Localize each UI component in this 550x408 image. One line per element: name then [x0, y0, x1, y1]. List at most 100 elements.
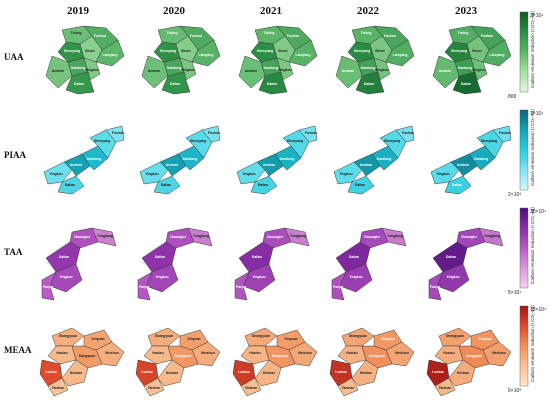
- region-zhuanghe: [262, 227, 292, 249]
- city-label: Shenyang: [451, 49, 467, 53]
- region-fushun: [105, 125, 125, 143]
- city-label: Fushun: [208, 131, 220, 135]
- city-label: Dandong: [377, 157, 392, 161]
- city-label: Huaisu: [56, 351, 67, 355]
- city-label: Shangyuan: [446, 334, 464, 338]
- city-label: Tongjiang: [484, 234, 500, 238]
- city-label: Yingkou: [155, 275, 168, 279]
- city-label: Dalian: [267, 82, 277, 86]
- city-label: Anshan: [52, 69, 64, 73]
- colorbar-max-label: 2×10⁴: [530, 13, 543, 19]
- region-dandong: [274, 145, 302, 171]
- city-label: Zhuanghe: [74, 235, 90, 239]
- city-label: Benxi: [278, 49, 287, 53]
- region-huaisu: [434, 345, 464, 365]
- year-headers: 2019 2020 2021 2022 2023: [67, 5, 478, 17]
- region-liaoyang: [288, 39, 318, 67]
- city-label: Tieling: [167, 31, 178, 35]
- region-dalian: [238, 241, 274, 273]
- region-anshan: [159, 153, 187, 177]
- city-label: Tongjiang: [97, 234, 113, 238]
- year-header-2019: 2019: [67, 5, 90, 17]
- region-fushun: [395, 125, 415, 143]
- region-dalian: [250, 175, 278, 195]
- region-anshan: [335, 55, 363, 89]
- city-label: Xinyuan: [381, 337, 394, 341]
- region-dalian: [355, 71, 385, 95]
- region-zhuanghe: [165, 227, 195, 249]
- city-label: Luotuo: [238, 370, 250, 374]
- city-label: Dandong: [183, 157, 198, 161]
- city-label: Meizhou: [105, 351, 119, 355]
- region-heshan: [448, 359, 476, 387]
- city-label: Anshan: [263, 163, 275, 167]
- region-panjin: [137, 271, 153, 301]
- row-label-piaa: PIAA: [4, 150, 26, 160]
- city-label: Taishan: [52, 386, 65, 390]
- region-shenyang: [282, 129, 310, 159]
- region-dalian: [45, 241, 81, 273]
- map-meaa-2019: Shangyuan Xinyuan Huaisu Luotuo Taishan Meizh…: [39, 327, 125, 397]
- colorbar-max-label: 13×10⁴: [530, 307, 546, 313]
- city-label: Taishan: [439, 386, 452, 390]
- city-label: Benxi: [375, 49, 384, 53]
- map-uaa-2019: Tieling Fushun Shenyang Benxi Liaoyang Anshan…: [45, 25, 125, 95]
- city-label: Dandong: [458, 66, 473, 70]
- city-label: Yingkou: [181, 68, 194, 72]
- year-header-2022: 2022: [357, 5, 380, 17]
- region-yingkou: [470, 57, 488, 81]
- region-anshan: [450, 153, 478, 177]
- city-label: Yingkou: [49, 172, 62, 176]
- region-huaisu: [47, 345, 77, 365]
- city-label: Dandong: [474, 157, 489, 161]
- map-meaa-2021: Shangyuan Xinyuan Huaisu Luotuo Taishan Meizh…: [232, 327, 318, 397]
- city-label: Dalian: [74, 82, 84, 86]
- city-label: Tongjiang: [387, 234, 403, 238]
- region-heshan: [61, 359, 89, 387]
- city-label: Heshan: [457, 371, 469, 375]
- region-taishan: [47, 377, 69, 397]
- region-heshan: [254, 359, 282, 387]
- region-liaoyang: [482, 39, 512, 67]
- region-shangyuan: [147, 327, 181, 347]
- region-panjin: [331, 271, 347, 301]
- city-label: Anshan: [166, 163, 178, 167]
- city-label: Dalian: [170, 82, 180, 86]
- map-meaa-2022: Shangyuan Xinyuan Huaisu Luotuo Taishan Meizh…: [329, 327, 415, 397]
- colorbar-min-label: 800: [508, 94, 517, 100]
- row-labels: UAA PIAA TAA MEAA: [4, 52, 32, 355]
- city-label: Shenyang: [481, 139, 497, 143]
- region-shenyang: [476, 129, 504, 159]
- colorbar-min-label: 2×10³: [508, 192, 521, 198]
- city-label: Huaisu: [346, 351, 357, 355]
- region-taishan: [240, 377, 262, 397]
- map-meaa-2020: Shangyuan Xinyuan Huaisu Luotuo Taishan Meizh…: [135, 327, 221, 397]
- city-label: Xinyuan: [478, 337, 491, 341]
- region-anshan: [63, 153, 91, 177]
- city-label: Dongyuan: [466, 354, 483, 358]
- city-label: Anshan: [342, 69, 354, 73]
- region-liaoyang: [385, 39, 415, 67]
- city-label: Liaoyang: [296, 53, 311, 57]
- map-taa-2019: Zhuanghe Tongjiang Dalian Yingkou Panjin: [41, 227, 117, 301]
- city-label: Luotuo: [45, 370, 57, 374]
- region-shangyuan: [51, 327, 85, 347]
- city-label: Xinyuan: [187, 337, 200, 341]
- region-shenyang: [379, 129, 407, 159]
- row-label-taa: TAA: [4, 247, 23, 257]
- city-label: Yingkou: [472, 68, 485, 72]
- city-label: Benxi: [472, 49, 481, 53]
- city-label: Shenyang: [384, 139, 400, 143]
- city-label: Tieling: [71, 31, 82, 35]
- region-shenyang: [185, 129, 213, 159]
- city-label: Dalian: [461, 82, 471, 86]
- city-label: Dandong: [280, 157, 295, 161]
- region-yingkou: [236, 161, 266, 185]
- map-uaa-2023: Tieling Fushun Shenyang Benxi Liaoyang Anshan…: [432, 25, 512, 95]
- region-yingkou: [430, 161, 460, 185]
- map-taa-2022: Zhuanghe Tongjiang Dalian Yingkou Panjin: [331, 227, 407, 301]
- city-label: Fushun: [305, 131, 317, 135]
- city-label: Panjin: [333, 285, 343, 289]
- region-shenyang: [89, 129, 117, 159]
